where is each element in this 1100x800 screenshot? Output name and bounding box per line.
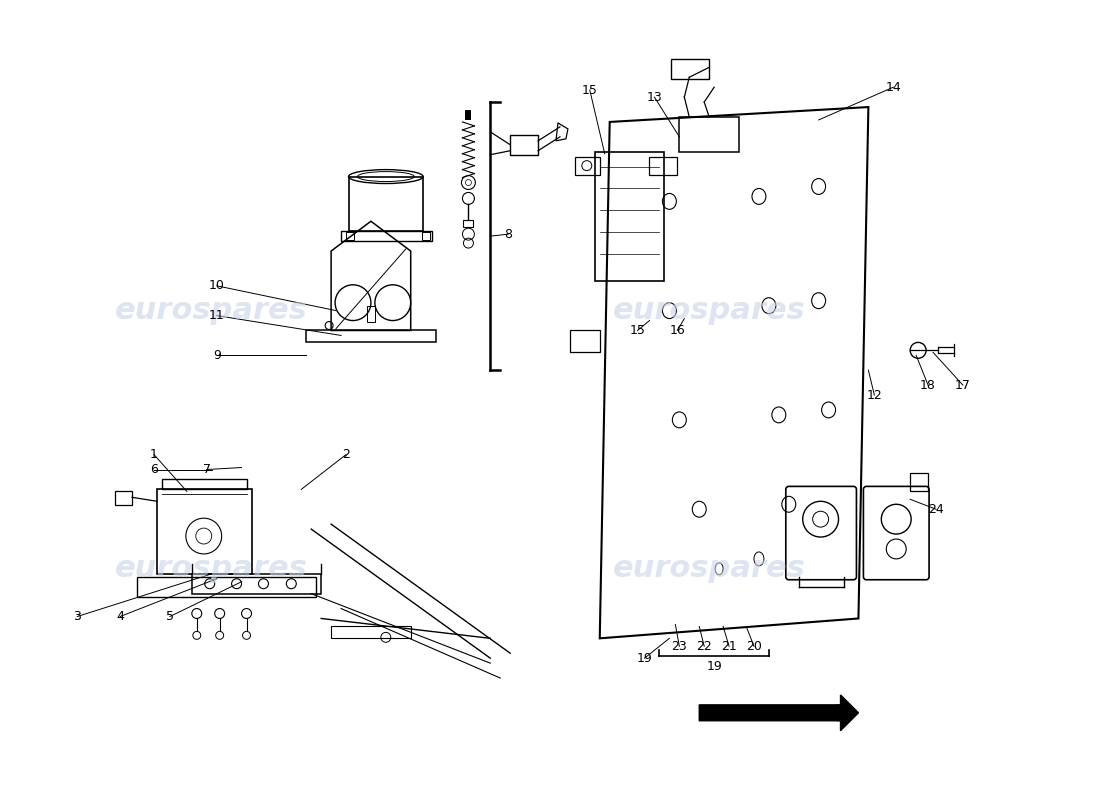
Text: eurospares: eurospares — [613, 296, 805, 325]
Text: 17: 17 — [955, 378, 971, 392]
Text: eurospares: eurospares — [613, 554, 805, 583]
Text: 10: 10 — [209, 279, 224, 292]
Text: 9: 9 — [212, 349, 221, 362]
Bar — [570, 330, 600, 352]
Text: 24: 24 — [928, 502, 944, 516]
Text: 15: 15 — [582, 84, 597, 97]
Bar — [346, 232, 354, 240]
Bar — [649, 157, 678, 174]
Text: 4: 4 — [117, 610, 124, 623]
Text: 23: 23 — [671, 640, 688, 653]
Bar — [910, 474, 928, 491]
Text: 11: 11 — [209, 309, 224, 322]
Text: 7: 7 — [202, 463, 211, 476]
Text: 16: 16 — [670, 324, 685, 337]
Text: 19: 19 — [637, 652, 652, 665]
Bar — [671, 59, 710, 79]
Text: 20: 20 — [746, 640, 762, 653]
Text: 22: 22 — [696, 640, 712, 653]
Text: 15: 15 — [629, 324, 646, 337]
Text: 2: 2 — [342, 448, 350, 461]
Bar — [191, 574, 321, 594]
Polygon shape — [700, 695, 858, 730]
Bar — [421, 232, 430, 240]
Text: 21: 21 — [722, 640, 737, 653]
Text: 14: 14 — [886, 81, 901, 94]
Bar — [341, 231, 431, 241]
Text: 1: 1 — [150, 448, 158, 461]
Bar — [331, 626, 410, 638]
Text: 6: 6 — [150, 463, 158, 476]
Text: 13: 13 — [647, 90, 662, 104]
Text: 3: 3 — [74, 610, 81, 623]
Text: 18: 18 — [920, 378, 936, 392]
Text: 8: 8 — [504, 228, 513, 241]
Bar — [116, 491, 132, 506]
Bar — [157, 490, 252, 574]
Text: 5: 5 — [166, 610, 174, 623]
Bar — [367, 306, 375, 322]
Text: eurospares: eurospares — [116, 554, 308, 583]
Bar — [595, 152, 664, 281]
Bar — [680, 117, 739, 152]
Text: 12: 12 — [867, 389, 882, 402]
Bar — [510, 135, 538, 154]
Bar — [575, 157, 600, 174]
Text: eurospares: eurospares — [116, 296, 308, 325]
Polygon shape — [465, 110, 472, 120]
Text: 19: 19 — [706, 660, 722, 673]
